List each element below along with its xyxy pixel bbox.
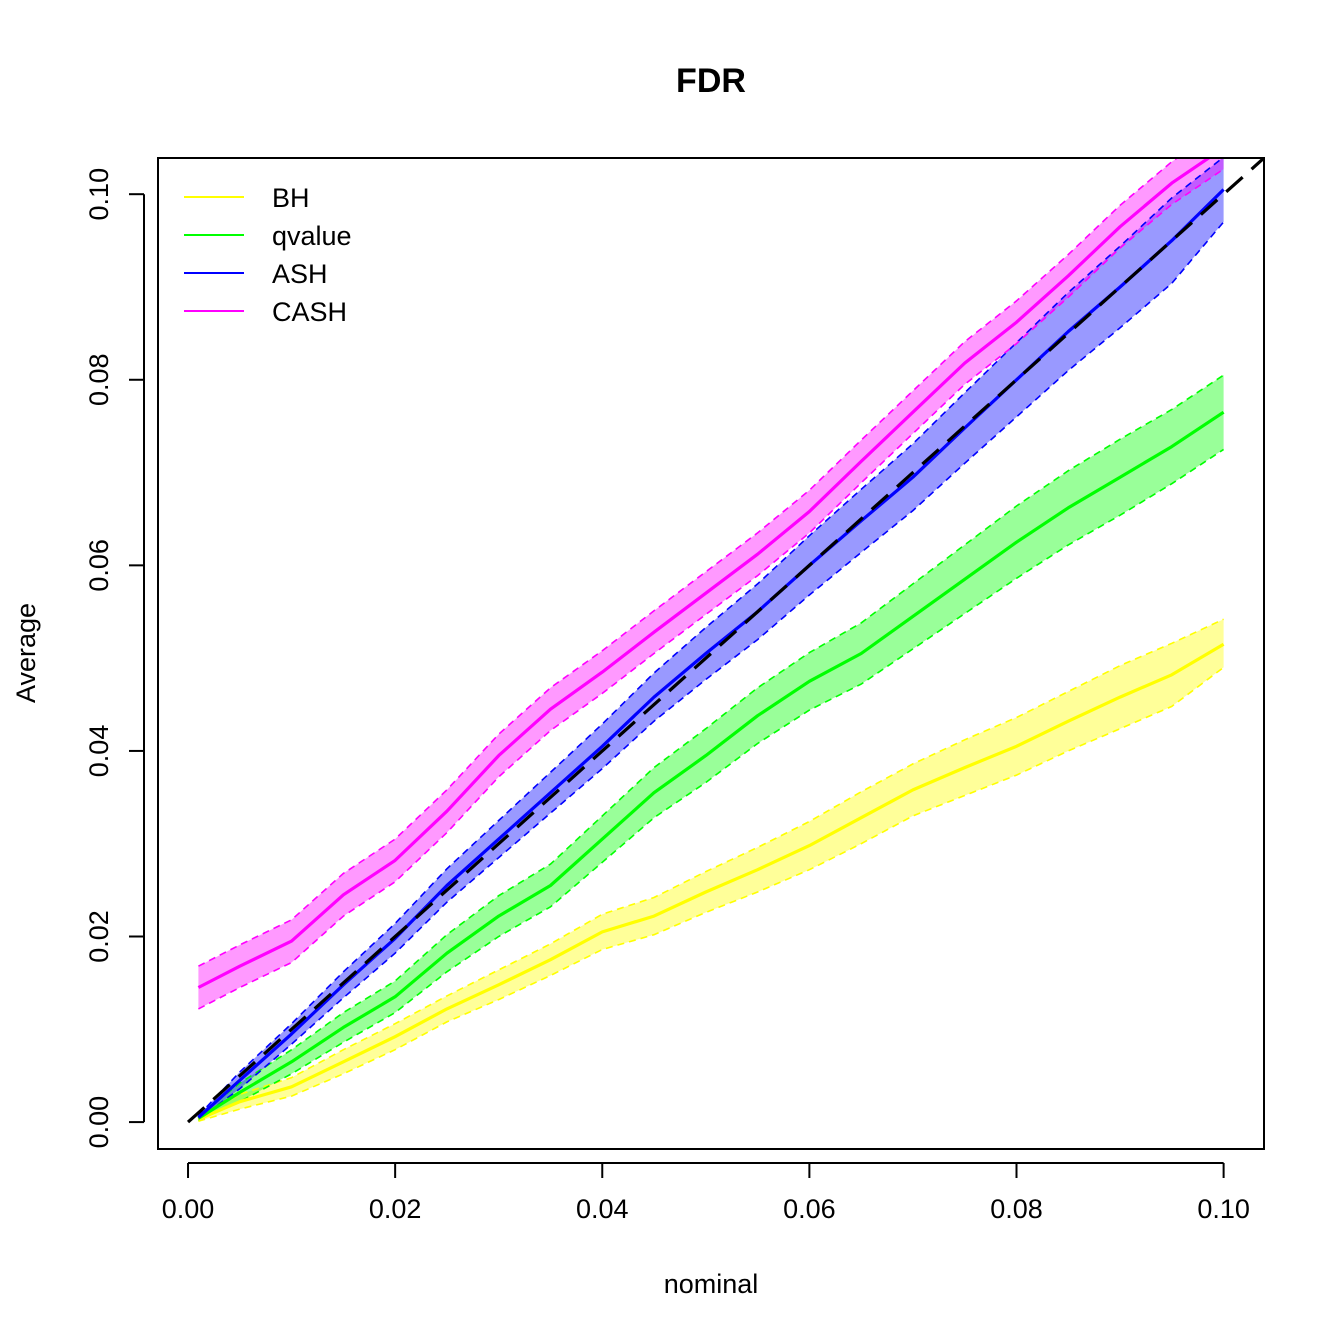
y-tick-label: 0.04 [84, 725, 114, 778]
qvalue-band [198, 375, 1224, 1121]
y-tick-label: 0.06 [84, 539, 114, 592]
x-tick-label: 0.06 [783, 1194, 836, 1224]
x-tick-label: 0.00 [162, 1194, 215, 1224]
cash-lower-bound [198, 168, 1225, 1010]
cash-line [197, 158, 1212, 989]
legend-label-qvalue: qvalue [272, 221, 352, 251]
x-axis: 0.00 0.02 0.04 0.06 0.08 0.10 [162, 1162, 1250, 1224]
bh-lower-bound [198, 666, 1225, 1122]
x-axis-label: nominal [664, 1269, 759, 1299]
qvalue-lower-bound [198, 448, 1225, 1121]
x-tick-label: 0.02 [369, 1194, 422, 1224]
legend-label-bh: BH [272, 183, 310, 213]
legend: BH qvalue ASH CASH [184, 183, 352, 327]
cash-upper-bound [198, 158, 1179, 967]
qvalue-line [197, 410, 1225, 1120]
y-tick-label: 0.10 [84, 168, 114, 221]
qvalue-upper-bound [197, 374, 1225, 1118]
x-tick-label: 0.04 [576, 1194, 629, 1224]
reference-diagonal [186, 158, 1264, 1124]
y-axis-label: Average [11, 603, 41, 703]
y-tick-label: 0.08 [84, 353, 114, 406]
confidence-bounds [197, 158, 1225, 1122]
chart-title: FDR [676, 62, 746, 100]
x-tick-label: 0.10 [1197, 1194, 1250, 1224]
bh-band [198, 619, 1224, 1122]
legend-label-ash: ASH [272, 259, 328, 289]
y-axis: 0.00 0.02 0.04 0.06 0.08 0.10 [84, 168, 145, 1149]
bh-upper-bound [198, 618, 1224, 1118]
plot-frame [157, 157, 1265, 1150]
cash-band [198, 158, 1224, 1009]
confidence-bands [198, 158, 1224, 1122]
legend-label-cash: CASH [272, 297, 347, 327]
bh-line [197, 642, 1225, 1121]
y-tick-label: 0.02 [84, 910, 114, 963]
y-tick-label: 0.00 [84, 1096, 114, 1149]
x-tick-label: 0.08 [990, 1194, 1043, 1224]
